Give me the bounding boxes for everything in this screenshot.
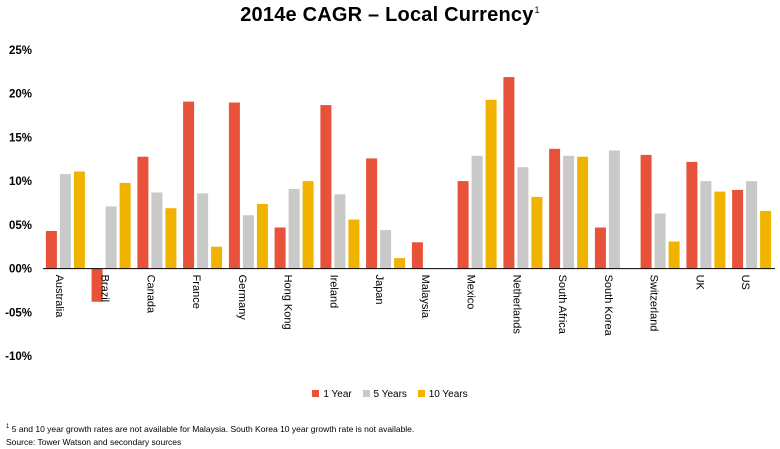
bar (608, 150, 620, 269)
x-tick-label: South Africa (556, 275, 568, 335)
bar (563, 155, 575, 269)
bar (197, 193, 209, 269)
footnote-source: Source: Tower Watson and secondary sourc… (6, 436, 182, 447)
bar (531, 196, 543, 269)
bar (640, 154, 652, 269)
x-tick-label: Switzerland (648, 275, 660, 332)
x-tick-label: South Korea (602, 275, 614, 337)
legend-swatch-10-years (417, 390, 425, 397)
x-tick-label: US (739, 275, 751, 290)
bar (668, 241, 680, 269)
y-tick-label: 00% (9, 264, 32, 276)
footnote: 1 5 and 10 year growth rates are not ava… (6, 421, 414, 449)
bar (288, 189, 300, 269)
bar (549, 148, 561, 269)
bar (45, 231, 57, 269)
x-tick-label: Canada (144, 275, 156, 314)
bar (732, 189, 744, 269)
footnote-note: 1 5 and 10 year growth rates are not ava… (6, 423, 415, 434)
bar (274, 227, 286, 269)
x-tick-label: Netherlands (510, 275, 522, 335)
bar (119, 182, 131, 269)
x-tick-label: Australia (53, 275, 65, 319)
x-tick-label: Malaysia (419, 275, 431, 319)
bar (517, 167, 529, 269)
legend-label-1-year: 1 Year (323, 389, 352, 400)
bar (334, 194, 346, 269)
legend-swatch-5-years (362, 390, 370, 397)
bar (714, 191, 726, 269)
bar (105, 206, 117, 269)
legend-label-10-years: 10 Years (428, 389, 468, 400)
bar (320, 105, 332, 269)
bar (394, 258, 406, 269)
x-tick-label: Germany (236, 275, 248, 321)
y-tick-label: 25% (9, 45, 32, 57)
bar (471, 155, 483, 269)
bar (302, 181, 314, 269)
x-tick-label: Brazil (99, 275, 111, 303)
bar (700, 181, 712, 269)
y-tick-label: 10% (9, 176, 32, 188)
y-tick-label: 05% (9, 220, 32, 232)
bar (594, 227, 606, 269)
bar (91, 268, 103, 302)
bar (366, 158, 378, 269)
bar (348, 219, 360, 269)
y-tick-label: -10% (5, 351, 32, 363)
bar (242, 215, 254, 269)
bar (183, 101, 195, 269)
bar (151, 192, 163, 269)
legend-item-1-year: 1 Year (312, 389, 352, 400)
chart-title: 2014e CAGR – Local Currency1 (240, 4, 540, 26)
x-tick-label: UK (693, 275, 705, 291)
bar (211, 246, 223, 269)
bar (165, 208, 177, 269)
legend-item-5-years: 5 Years (362, 389, 407, 400)
x-tick-label: France (190, 275, 202, 309)
x-tick-label: Japan (373, 275, 385, 305)
bar (73, 171, 85, 269)
y-tick-label: -05% (5, 307, 32, 319)
bar (411, 242, 423, 269)
bar (457, 181, 469, 269)
bar (746, 181, 758, 269)
bar (256, 203, 268, 269)
bar (686, 161, 698, 269)
bar (760, 210, 772, 269)
bar (380, 230, 392, 269)
legend-item-10-years: 10 Years (417, 389, 468, 400)
legend-label-5-years: 5 Years (373, 389, 407, 400)
bar (59, 174, 71, 269)
bar (485, 99, 497, 269)
bar (137, 156, 149, 269)
legend-swatch-1-year (312, 390, 320, 397)
bar (228, 102, 240, 269)
y-tick-label: 20% (9, 89, 32, 101)
x-tick-label: Hong Kong (282, 275, 294, 330)
bar (503, 77, 515, 269)
x-tick-label: Mexico (465, 275, 477, 310)
bar (654, 213, 666, 269)
y-tick-label: 15% (9, 132, 32, 144)
bar (577, 156, 589, 269)
x-tick-label: Ireland (327, 275, 339, 309)
legend: 1 Year 5 Years 10 Years (0, 389, 780, 400)
title-footnote-marker: 1 (534, 5, 540, 16)
